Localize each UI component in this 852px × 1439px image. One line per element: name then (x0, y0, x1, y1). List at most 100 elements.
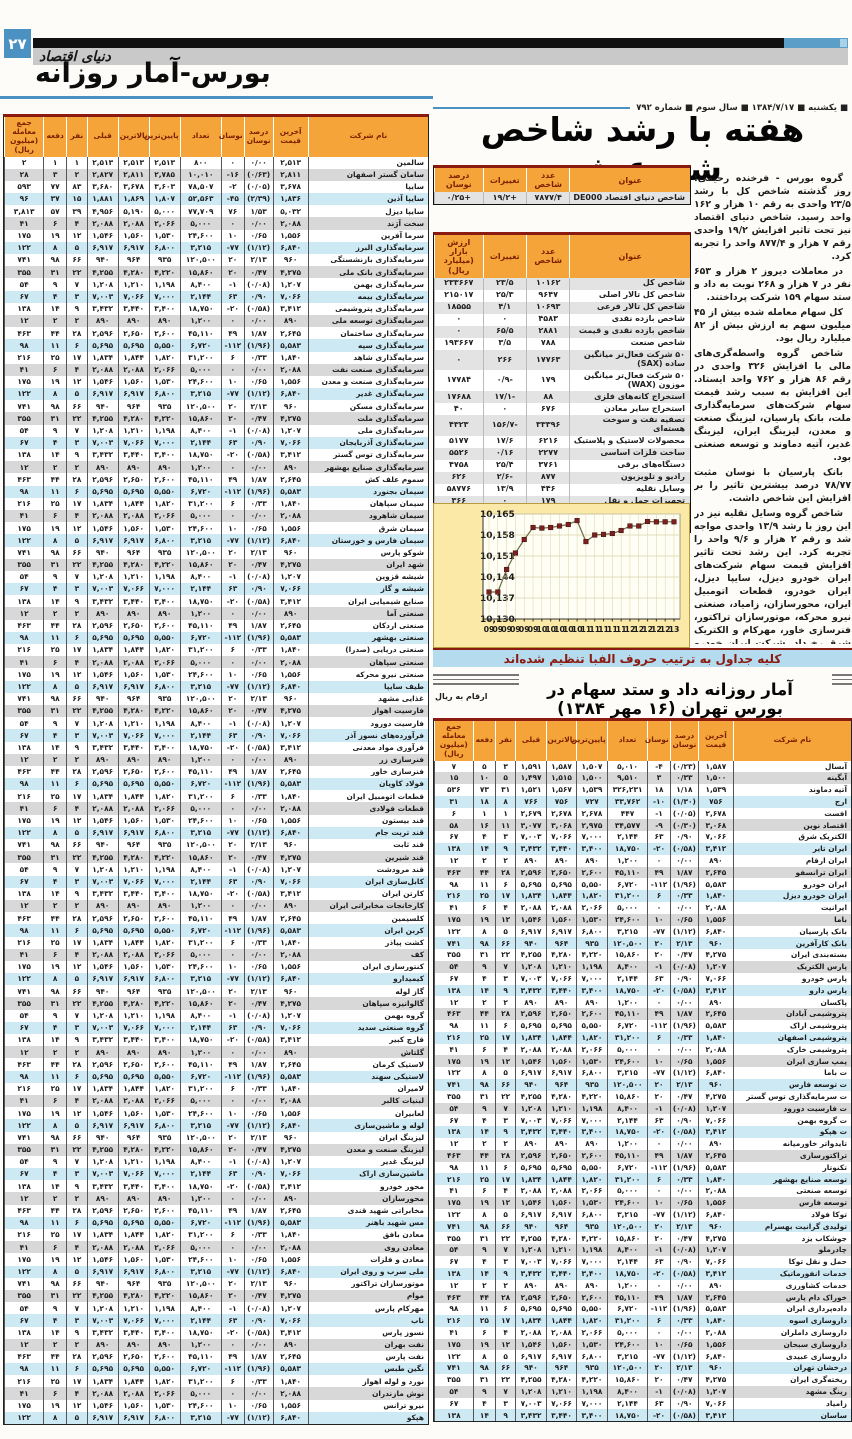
stock-value: ۱,۲۰۰ (179, 753, 222, 766)
stock-value: ۱,۸۳۴ (86, 351, 119, 364)
stock-value: -۱ (220, 424, 245, 437)
index-value: ۲۵/۴ (482, 459, 527, 472)
stock-value: ۴ (66, 217, 88, 230)
stock-value: ۱,۸۴۰ (272, 644, 309, 657)
company-name: پتروشیمی اراک (732, 1020, 851, 1032)
stock-value: ۰/۶۵ (243, 229, 274, 242)
stock-value: ۲ (66, 461, 88, 474)
x-axis-tick-label: 09 (510, 625, 521, 634)
stock-value: ۴ (66, 1094, 88, 1108)
index-value: ۳۷۶۱ (525, 459, 570, 472)
company-name: پتروشیمی اصفهان (732, 1031, 851, 1044)
stock-value: ۱,۸۲۰ (148, 644, 181, 657)
index-row: شاخص دنیای اقتصاد DE000 ۷۸۷۷/۴ +۱۹/۲ +۰/۲۵ (434, 192, 690, 205)
stock-value: ۶ (66, 485, 88, 498)
stock-value: ۱۵,۸۶۰ (179, 1143, 222, 1156)
stock-value: ۴,۲۸۰ (545, 949, 577, 962)
stock-value: ۰/۰۰ (669, 1043, 699, 1056)
stock-value: ۳,۴۳۲ (86, 1034, 119, 1047)
company-name: بانک کارآفرین (732, 937, 851, 950)
stock-value: ۵,۱۹۰ (117, 205, 150, 218)
data-point-marker (539, 525, 545, 531)
stock-value: ۶ (66, 1363, 88, 1376)
stock-value: ۱۴ (43, 1034, 67, 1047)
stock-value: ۲ (3, 156, 44, 169)
stock-value: -۱ (220, 1302, 245, 1315)
stock-value: ۶ (220, 644, 245, 657)
stock-value: ۹ (66, 1326, 88, 1339)
stock-value: ۲ (66, 314, 88, 328)
stock-value: ۴,۲۷۵ (698, 1373, 734, 1386)
index-name: استخراج سایر معادن (569, 402, 690, 415)
stock-value: ۷,۰۰۳ (515, 831, 547, 844)
stock-row: افست ۲,۶۷۸ (۰/۰۵) -۱ ۴۴۷ ۲,۶۷۸ ۲,۶۷۸ ۲,۶۷۹ ۱ ۱ ۶ (434, 807, 851, 820)
stock-value: ۲۱۶ (434, 890, 474, 903)
index-row: استخراج سایر معادن ۶۷۶ ۰ ۴۰ (434, 402, 690, 415)
stock-value: ۱۲ (66, 814, 88, 827)
stock-value: ۱,۸۴۰ (698, 890, 734, 903)
stock-value: ۹۶۴ (117, 1277, 150, 1290)
company-name: لبنیات کالبر (307, 1094, 428, 1108)
stock-value: ۱۲ (3, 753, 44, 766)
stock-value: ۶,۷۲۰ (179, 631, 222, 644)
stock-value: ۲,۵۹۶ (515, 1008, 547, 1021)
stock-row: سرمایه‌گذاری بازنشستگی ۹۶۰ ۲/۱۳ ۲۰ ۱۲۰,۵۰۰ ۹۳… (3, 254, 428, 267)
stock-value: ۵,۶۹۵ (86, 1216, 119, 1229)
stock-value: ۷۴۱ (3, 839, 44, 852)
stock-value: ۲۰ (220, 558, 245, 571)
stock-row: شیشه قزوین ۱,۲۰۷ (۰/۰۸) -۱ ۸,۴۰۰ ۱,۱۹۸ ۱,۲۱۰ ۱,… (3, 570, 428, 584)
stock-value: ۲۴,۶۰۰ (179, 229, 222, 242)
stock-value: ۷ (66, 424, 88, 437)
stock-value: ۱,۵۳۰ (148, 814, 181, 827)
index-value: ۱۹۳۶۶۷ (434, 337, 484, 350)
stock-value: ۱,۲۰۸ (515, 1244, 547, 1256)
stock-value: ۱۲ (494, 913, 516, 926)
stock-row: پاکسان ۸۹۰ ۰/۰۰ ۰ ۱,۲۰۰ ۸۹۰ ۸۹۰ ۸۹۰ ۲ ۲ ۱۲ (434, 996, 851, 1009)
stock-row: سیمان شاهرود ۲,۰۸۸ ۰/۰۰ ۰ ۵,۰۰۰ ۲,۰۶۶ ۲,۰۸۸ ۲,۰… (3, 509, 428, 523)
stock-value: ۶,۹۱۷ (86, 1119, 119, 1132)
stock-value: ۳۱,۲۰۰ (179, 644, 222, 657)
stock-row: ت سرمایه‌گذاری توس گستر ۴,۲۷۵ ۰/۴۷ ۲۰ ۱۵,۸۶۰… (434, 1090, 851, 1103)
stock-value: ۲,۵۹۶ (86, 1058, 119, 1071)
stock-value: ۷ (66, 570, 88, 584)
stock-value: ۸۹۰ (117, 753, 150, 766)
stock-value: ۲۴,۶۰۰ (179, 522, 222, 535)
stock-value: (۱/۹۶) (669, 878, 699, 891)
stock-value: ۱,۵۵۶ (272, 668, 309, 681)
index-value: ۱۸۵۵۵ (434, 301, 484, 314)
title-rules-right (832, 674, 852, 685)
stock-value: ۰/۳۳ (243, 790, 274, 803)
stock-row: پارس دارو ۳,۴۱۲ (۰/۵۸) -۲۰ ۱۸,۷۵۰ ۳,۴۰۰ ۳,۴۴۰ ۳… (434, 984, 851, 997)
stock-value: -۱۱۲ (220, 631, 245, 644)
stock-value: ۱۴ (472, 1126, 496, 1138)
stock-value: ۸,۴۰۰ (179, 717, 222, 730)
stock-value: (۱/۹۶) (243, 485, 274, 498)
stock-value: ۲,۰۸۸ (117, 363, 150, 376)
stock-value: ۶۷ (434, 1114, 474, 1127)
index-value: ۶۷۶ (525, 402, 570, 415)
stock-value: ۱,۲۰۰ (606, 854, 648, 867)
stock-value: ۱,۲۱۰ (117, 278, 150, 291)
stock-value: ۷,۰۶۶ (117, 290, 150, 303)
stock-value: ۸۹۰ (698, 1279, 734, 1292)
stock-value: ۴,۲۵۵ (86, 412, 119, 425)
article-paragraph: شاخص گروه وسایل نقلیه نیز در این روز با … (694, 508, 851, 644)
company-name: صنعتی نیرو محرکه (307, 668, 428, 681)
stock-value: ۴۵,۱۱۰ (179, 619, 222, 632)
stock-value: ۱۴ (43, 1180, 67, 1193)
stock-value: ۷۴۱ (434, 1362, 474, 1374)
stock-row: شوکو پارس ۹۶۰ ۲/۱۳ ۲۰ ۱۲۰,۵۰۰ ۹۳۵ ۹۶۴ ۹۴۰ ۶۶ ۹۸ ۷۴… (3, 546, 428, 559)
stock-value: ۶,۸۴۰ (272, 826, 309, 839)
stock-value: ۰/۴۷ (243, 1289, 274, 1303)
stock-value: ۹ (66, 302, 88, 315)
stock-value: ۰/۶۵ (243, 375, 274, 389)
stock-value: ۶۳ (647, 831, 671, 844)
stock-value: ۳۱,۲۰۰ (179, 936, 222, 949)
stock-value: ۷,۰۶۶ (545, 972, 577, 985)
stock-value: ۱۷ (66, 1229, 88, 1242)
stock-value: ۱/۱۸ (669, 784, 699, 796)
stock-row: آتیه دماوند ۱,۵۳۹ ۱/۱۸ ۱۸ ۳۲۶,۲۳۱ ۱,۵۳۹ ۱,۵۶۷ ۱… (434, 784, 851, 796)
stock-row: آبگینه ۱,۵۰۰ ۰/۳۳ ۳ ۹,۵۱۰ ۱,۵۰۰ ۱,۵۱۵ ۱,۴۹۷ ۵ ۱۰ ۱… (434, 772, 851, 785)
stock-row: قند مرودشت ۱,۲۰۷ (۰/۰۸) -۱ ۸,۴۰۰ ۱,۱۹۸ ۱,۲۱۰ ۱,… (3, 863, 428, 876)
stock-value: ۱۲۲ (434, 925, 474, 938)
